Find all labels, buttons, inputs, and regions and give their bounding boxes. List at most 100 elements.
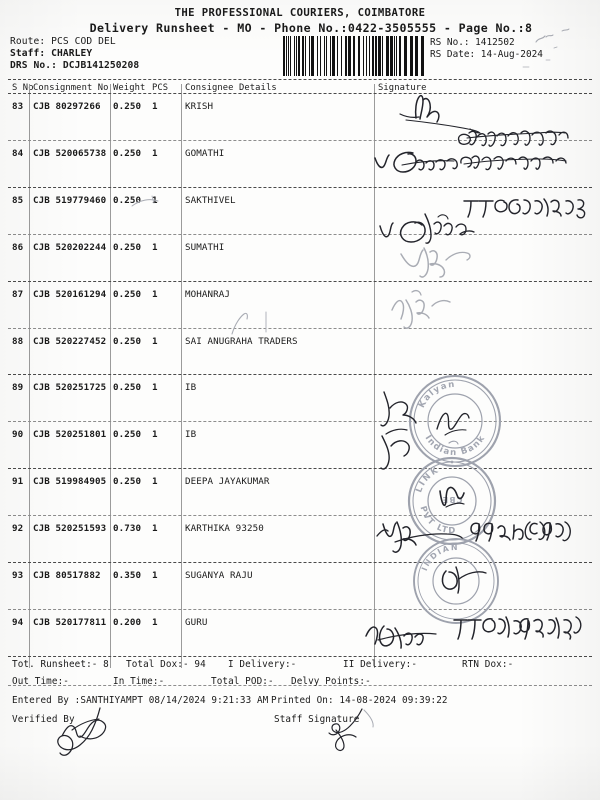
row-divider-87	[8, 280, 592, 282]
cell-consignee-93: SUGANYA RAJU	[185, 570, 253, 581]
cell-pcs-85: 1	[152, 194, 158, 206]
cell-weight-91: 0.250	[113, 476, 142, 488]
cell-consignment-no-83: CJB 80297266	[33, 101, 101, 112]
row-divider-91	[8, 468, 592, 470]
cell-sno-88: 88	[12, 335, 24, 347]
row-divider-86	[8, 233, 592, 235]
cell-pcs-89: 1	[152, 382, 158, 394]
total-pod-label: Total POD:-	[211, 676, 274, 687]
column-header-consignment-no: Consignment No	[33, 83, 109, 93]
column-divider-3	[181, 84, 182, 668]
cell-weight-93: 0.350	[113, 570, 142, 581]
cell-consignee-91: DEEPA JAYAKUMAR	[185, 476, 270, 488]
cell-pcs-84: 1	[152, 147, 158, 159]
cell-consignee-92: KARTHIKA 93250	[185, 523, 264, 535]
cell-weight-94: 0.200	[113, 616, 142, 628]
in-time-label: In Time:-	[113, 676, 165, 687]
cell-weight-89: 0.250	[113, 382, 142, 394]
cell-consignee-86: SUMATHI	[185, 241, 225, 253]
cell-weight-83: 0.250	[113, 101, 142, 112]
cell-sno-87: 87	[12, 288, 24, 300]
row-divider-93	[8, 562, 592, 563]
rs-no-label: RS No.: 1412502	[430, 37, 515, 48]
cell-sno-83: 83	[12, 101, 24, 112]
i-delivery-label: I Delivery:-	[228, 659, 297, 670]
table-top-rule	[8, 79, 592, 80]
cell-consignment-no-88: CJB 520227452	[33, 335, 107, 347]
cell-sno-86: 86	[12, 241, 24, 253]
cell-pcs-87: 1	[152, 288, 158, 300]
row-divider-84	[8, 139, 592, 141]
row-divider-85	[8, 186, 592, 188]
staff-label: Staff: CHARLEY	[10, 48, 93, 59]
cell-pcs-83: 1	[152, 101, 158, 112]
row-divider-88	[8, 327, 592, 329]
page-subtitle: Delivery Runsheet - MO - Phone No.:0422-…	[89, 21, 533, 35]
cell-pcs-91: 1	[152, 476, 158, 488]
cell-consignment-no-94: CJB 520177811	[33, 616, 107, 628]
cell-weight-84: 0.250	[113, 147, 142, 159]
cell-weight-85: 0.250	[113, 194, 142, 206]
column-header-consignee-details: Consignee Details	[185, 83, 277, 93]
cell-consignment-no-92: CJB 520251593	[33, 523, 107, 535]
cell-sno-85: 85	[12, 194, 24, 206]
cell-weight-90: 0.250	[113, 429, 142, 441]
cell-consignee-90: IB	[185, 429, 197, 441]
cell-consignment-no-89: CJB 520251725	[33, 382, 107, 394]
barcode-icon	[283, 36, 424, 76]
row-divider-92	[8, 515, 592, 517]
cell-consignee-94: GURU	[185, 616, 208, 628]
cell-consignment-no-90: CJB 520251801	[33, 429, 107, 441]
table-bottom-rule	[8, 655, 592, 657]
cell-consignee-85: SAKTHIVEL	[185, 194, 236, 206]
cell-sno-94: 94	[12, 616, 24, 628]
rtn-dox-label: RTN Dox:-	[462, 659, 514, 670]
cell-pcs-88: 1	[152, 335, 158, 347]
column-header-sno: S No	[12, 83, 34, 93]
cell-consignee-83: KRISH	[185, 101, 214, 112]
total-dox-label: Total Dox:- 94	[126, 659, 206, 670]
row-divider-94	[8, 608, 592, 610]
staff-signature-label: Staff Signature	[274, 714, 360, 725]
cell-sno-93: 93	[12, 570, 24, 581]
cell-pcs-90: 1	[152, 429, 158, 441]
column-header-weight: Weight	[113, 83, 146, 93]
rs-date-label: RS Date: 14-Aug-2024	[430, 49, 543, 60]
cell-consignee-87: MOHANRAJ	[185, 288, 231, 300]
cell-sno-91: 91	[12, 476, 24, 488]
route-label: Route: PCS COD DEL	[10, 36, 116, 47]
row-divider-90	[8, 421, 592, 423]
tot-runsheet-label: Tot. Runsheet:- 8	[12, 659, 109, 670]
cell-sno-90: 90	[12, 429, 24, 441]
delvy-points-label: Delvy Points:-	[291, 676, 371, 687]
cell-weight-92: 0.730	[113, 523, 142, 535]
row-divider-89	[8, 374, 592, 376]
footer-rule	[8, 684, 592, 686]
cell-sno-92: 92	[12, 523, 24, 535]
cell-consignment-no-86: CJB 520202244	[33, 241, 107, 253]
cell-weight-87: 0.250	[113, 288, 142, 300]
cell-pcs-86: 1	[152, 241, 158, 253]
column-header-pcs: PCS	[152, 83, 169, 93]
row-divider-83	[8, 93, 592, 94]
printed-on-label: Printed On: 14-08-2024 09:39:22	[271, 695, 448, 706]
drs-no-label: DRS No.: DCJB141250208	[10, 60, 140, 71]
cell-sno-89: 89	[12, 382, 24, 394]
out-time-label: Out Time:-	[12, 676, 69, 687]
ii-delivery-label: II Delivery:-	[343, 659, 418, 670]
cell-pcs-94: 1	[152, 616, 158, 628]
cell-weight-86: 0.250	[113, 241, 142, 253]
column-divider-1	[29, 84, 30, 668]
cell-consignee-89: IB	[185, 382, 197, 394]
cell-consignment-no-84: CJB 520065738	[33, 147, 107, 159]
cell-pcs-92: 1	[152, 523, 158, 535]
cell-consignment-no-85: CJB 519779460	[33, 194, 107, 206]
column-divider-2	[110, 84, 111, 668]
cell-consignee-84: GOMATHI	[185, 147, 225, 159]
cell-consignment-no-93: CJB 80517882	[33, 570, 101, 581]
cell-weight-88: 0.250	[113, 335, 142, 347]
cell-consignment-no-87: CJB 520161294	[33, 288, 107, 300]
column-divider-4	[374, 84, 375, 668]
